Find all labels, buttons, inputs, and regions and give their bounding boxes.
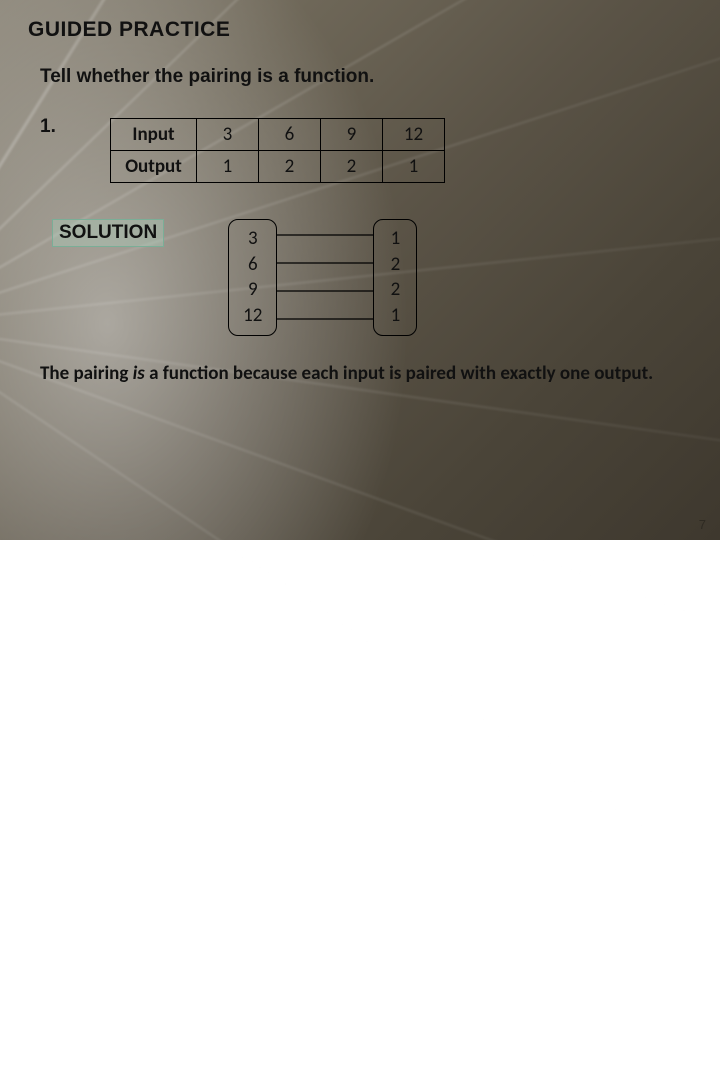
mapping-left-col: 3 6 9 12	[228, 219, 277, 336]
mapping-lines	[277, 219, 373, 331]
slide-content: GUIDED PRACTICE Tell whether the pairing…	[0, 0, 720, 540]
table-cell: 2	[259, 151, 321, 183]
map-value: 1	[388, 226, 402, 252]
map-value: 2	[388, 252, 402, 278]
row-label-output: Output	[111, 151, 197, 183]
table-cell: 3	[197, 119, 259, 151]
prompt-text: Tell whether the pairing is a function.	[40, 66, 692, 88]
table-cell: 6	[259, 119, 321, 151]
map-value: 2	[388, 277, 402, 303]
table-cell: 1	[197, 151, 259, 183]
map-value: 12	[243, 303, 262, 329]
question-row: 1. Input 3 6 9 12 Output 1 2 2 1	[40, 116, 692, 183]
slide-title: GUIDED PRACTICE	[28, 18, 692, 42]
explain-pre: The pairing	[40, 362, 133, 385]
row-label-input: Input	[111, 119, 197, 151]
map-value: 9	[243, 277, 262, 303]
table-cell: 2	[321, 151, 383, 183]
page-number: 7	[699, 517, 706, 532]
table-cell: 9	[321, 119, 383, 151]
map-value: 6	[243, 252, 262, 278]
explain-post: a function because each input is paired …	[145, 362, 653, 385]
mapping-right-col: 1 2 2 1	[373, 219, 417, 336]
explanation-text: The pairing is a function because each i…	[40, 362, 672, 386]
question-number: 1.	[40, 116, 110, 138]
table-cell: 12	[383, 119, 445, 151]
mapping-diagram: 3 6 9 12 1 2 2 1	[228, 219, 417, 336]
map-value: 3	[243, 226, 262, 252]
table-row: Output 1 2 2 1	[111, 151, 445, 183]
table-cell: 1	[383, 151, 445, 183]
solution-row: SOLUTION 3 6 9 12 1 2 2 1	[52, 219, 692, 336]
map-value: 1	[388, 303, 402, 329]
explain-is: is	[133, 362, 145, 385]
table-row: Input 3 6 9 12	[111, 119, 445, 151]
input-output-table: Input 3 6 9 12 Output 1 2 2 1	[110, 118, 445, 183]
solution-label: SOLUTION	[52, 219, 164, 247]
